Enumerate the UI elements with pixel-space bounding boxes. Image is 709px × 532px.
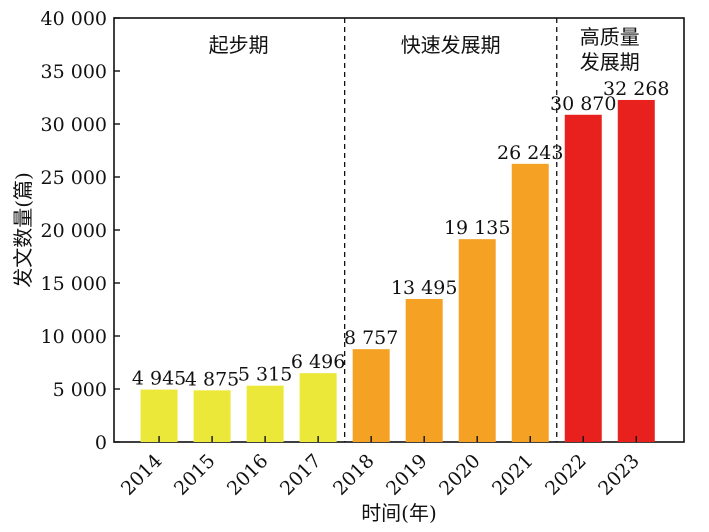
bar-2021: [511, 163, 549, 442]
bar-2022: [564, 114, 602, 442]
bar-2019: [405, 298, 443, 442]
bar-2016: [246, 385, 284, 442]
x-tick-label: 2015: [170, 450, 220, 500]
phase-title: 发展期: [580, 50, 640, 74]
data-label: 32 268: [603, 78, 669, 100]
data-label: 4 875: [185, 368, 239, 390]
data-label: 30 870: [550, 93, 616, 115]
data-label: 26 243: [497, 142, 563, 164]
phase-title: 快速发展期: [401, 33, 501, 57]
x-tick-label: 2022: [541, 450, 591, 500]
y-tick-label: 0: [95, 432, 107, 454]
x-tick-label: 2019: [382, 450, 432, 500]
y-tick-label: 40 000: [41, 8, 107, 30]
data-label: 19 135: [444, 217, 510, 239]
y-tick-label: 35 000: [41, 61, 107, 83]
y-tick-label: 30 000: [41, 114, 107, 136]
x-tick-label: 2017: [276, 450, 326, 500]
data-label: 4 945: [132, 368, 186, 390]
x-tick-label: 2021: [488, 450, 538, 500]
x-axis-title: 时间(年): [361, 501, 437, 525]
x-tick-label: 2018: [329, 450, 379, 500]
x-tick-label: 2014: [117, 450, 167, 500]
plot-area: 0 5 000 10 000 15 000 20 000 25 000 30 000 35 0…: [11, 8, 685, 525]
y-tick-label: 10 000: [41, 326, 107, 348]
phase-title: 高质量: [580, 25, 640, 49]
phase-title: 起步期: [209, 33, 269, 57]
y-tick-label: 20 000: [41, 220, 107, 242]
x-tick-label: 2016: [223, 450, 273, 500]
data-label: 6 496: [291, 351, 345, 373]
y-tick-label: 25 000: [41, 167, 107, 189]
bar-2023: [617, 99, 655, 442]
bar-2014: [140, 389, 178, 442]
data-label: 8 757: [344, 327, 398, 349]
x-tick-label: 2023: [594, 450, 644, 500]
y-tick-label: 15 000: [41, 273, 107, 295]
data-label: 13 495: [391, 277, 457, 299]
bar-2017: [299, 373, 337, 442]
y-axis-title: 发文数量(篇): [11, 172, 35, 288]
bar-2020: [458, 239, 496, 442]
x-tick-label: 2020: [435, 450, 485, 500]
y-tick-label: 5 000: [53, 379, 107, 401]
data-label: 5 315: [238, 364, 292, 386]
bar-2015: [193, 390, 231, 442]
bar-2018: [352, 349, 390, 442]
